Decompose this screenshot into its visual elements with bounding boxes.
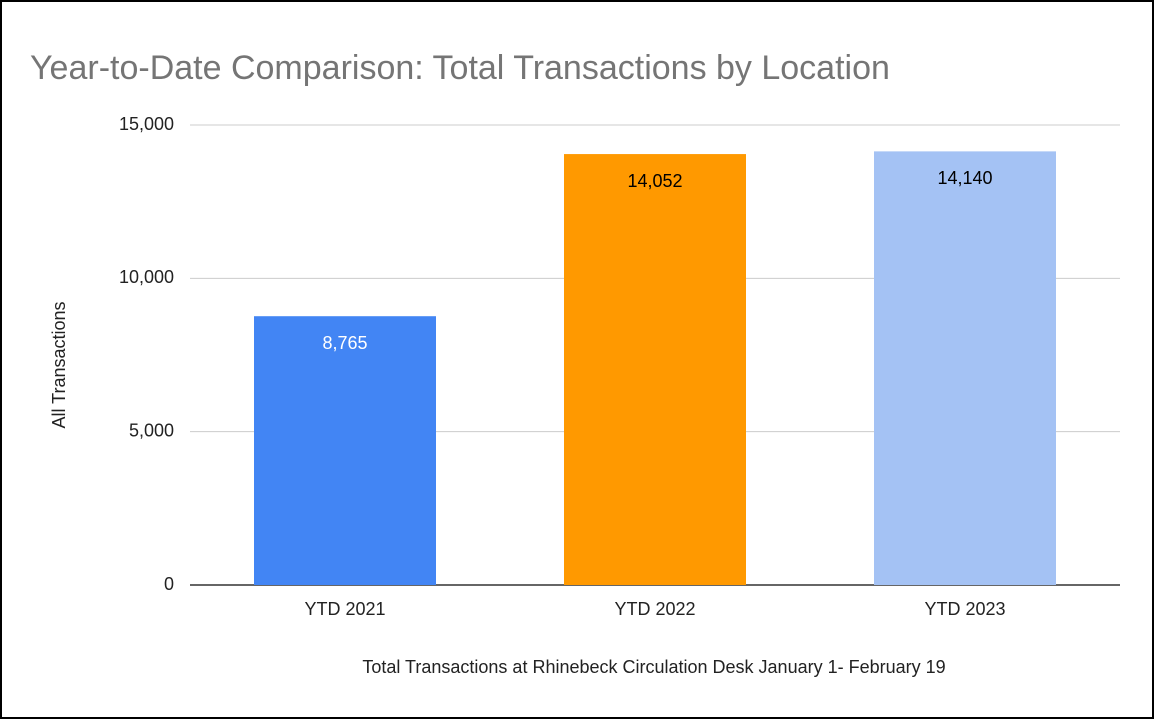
x-tick-label: YTD 2023 [924, 599, 1005, 619]
y-axis-label: All Transactions [49, 301, 69, 428]
bar [564, 154, 746, 585]
bar [254, 316, 436, 585]
bar [874, 151, 1056, 585]
y-tick-label: 10,000 [119, 267, 174, 287]
data-label: 8,765 [322, 333, 367, 353]
x-tick-label: YTD 2021 [304, 599, 385, 619]
x-tick-label: YTD 2022 [614, 599, 695, 619]
data-label: 14,052 [627, 171, 682, 191]
chart-title: Year-to-Date Comparison: Total Transacti… [30, 49, 890, 87]
data-label: 14,140 [937, 168, 992, 188]
y-tick-label: 5,000 [129, 420, 174, 440]
x-axis-label: Total Transactions at Rhinebeck Circulat… [362, 657, 945, 677]
y-tick-label: 15,000 [119, 114, 174, 134]
y-tick-label: 0 [164, 574, 174, 594]
